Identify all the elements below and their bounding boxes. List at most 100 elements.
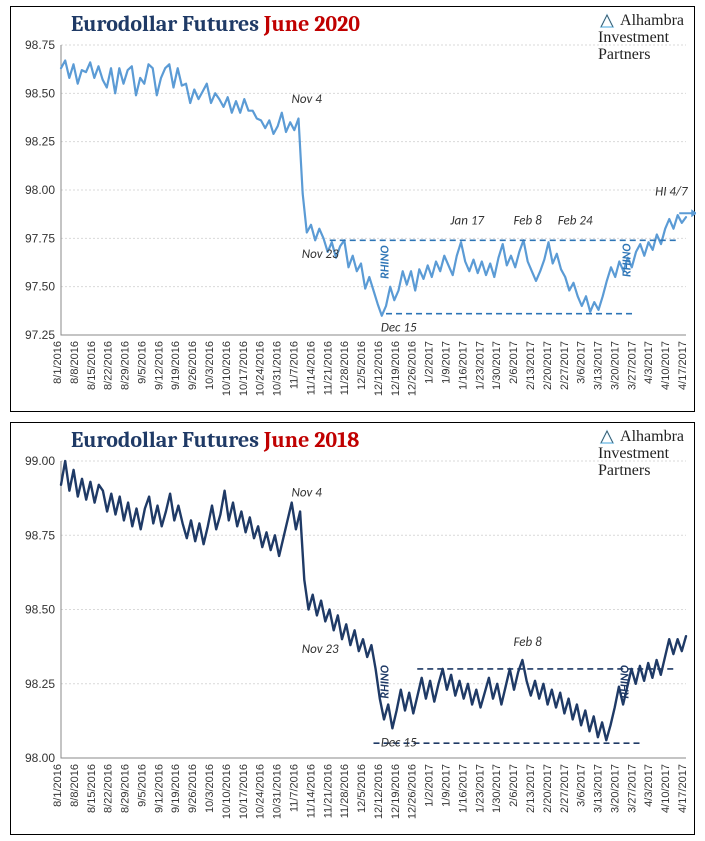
x-tick: 9/26/2016 (187, 341, 199, 390)
x-tick: 10/24/2016 (255, 764, 267, 819)
y-tick-label: 98.75 (25, 38, 55, 52)
x-tick: 10/10/2016 (221, 341, 233, 396)
x-tick-label: 3/6/2017 (576, 341, 588, 384)
x-tick: 1/30/2017 (491, 341, 503, 390)
x-tick: 12/12/2016 (373, 341, 385, 396)
x-tick: 8/22/2016 (103, 764, 115, 813)
x-tick: 4/17/2017 (677, 341, 689, 390)
x-tick-label: 11/7/2016 (288, 764, 300, 812)
chart-annotation: Feb 8 (514, 635, 543, 650)
page: { "layout": { "width": 705, "height": 84… (0, 0, 705, 841)
x-tick: 4/3/2017 (643, 764, 655, 807)
x-tick-label: 11/21/2016 (322, 764, 334, 818)
x-tick: 11/7/2016 (288, 764, 300, 812)
x-tick: 2/6/2017 (508, 341, 520, 384)
x-tick: 11/14/2016 (305, 764, 317, 818)
x-tick-label: 3/6/2017 (576, 764, 588, 807)
x-tick: 10/31/2016 (272, 764, 284, 819)
x-tick: 11/28/2016 (339, 764, 351, 818)
x-tick-label: 8/15/2016 (86, 341, 98, 390)
x-tick: 8/15/2016 (86, 341, 98, 390)
x-tick: 8/22/2016 (103, 341, 115, 390)
grid (61, 461, 686, 758)
x-tick: 10/10/2016 (221, 764, 233, 819)
x-tick-label: 9/12/2016 (153, 341, 165, 390)
x-tick: 2/13/2017 (525, 764, 537, 813)
x-tick: 3/27/2017 (626, 341, 638, 390)
x-tick: 9/5/2016 (136, 341, 148, 384)
chart-svg: 98.0098.2598.5098.7599.008/1/20168/8/201… (11, 423, 696, 836)
y-tick-label: 98.50 (25, 603, 55, 617)
chart-annotation: Dec 15 (381, 321, 417, 336)
x-tick-label: 8/8/2016 (69, 764, 81, 807)
x-tick: 3/6/2017 (576, 764, 588, 807)
x-tick: 8/1/2016 (52, 341, 64, 384)
x-tick: 1/2/2017 (424, 764, 436, 807)
chart-annotation: Nov 23 (302, 247, 339, 262)
x-tick-label: 11/7/2016 (288, 341, 300, 389)
x-tick-label: 3/13/2017 (593, 764, 605, 813)
x-tick-label: 8/1/2016 (52, 764, 64, 807)
x-tick-label: 12/12/2016 (373, 341, 385, 396)
x-tick: 10/24/2016 (255, 341, 267, 396)
rhino-label: RHINO (379, 246, 393, 279)
chart-annotation: Dec 15 (381, 735, 417, 750)
x-tick: 12/26/2016 (407, 764, 419, 819)
chart-annotation: Jan 17 (449, 214, 484, 229)
x-tick-label: 9/12/2016 (153, 764, 165, 813)
x-tick-label: 9/5/2016 (136, 341, 148, 384)
x-tick-label: 11/14/2016 (305, 764, 317, 818)
x-tick-label: 3/13/2017 (593, 341, 605, 390)
x-tick-label: 4/17/2017 (677, 764, 689, 813)
x-tick: 10/3/2016 (204, 341, 216, 390)
x-tick: 1/16/2017 (457, 764, 469, 813)
chart-annotation-vertical: RHINO (620, 244, 634, 277)
rhino-label: RHINO (620, 244, 634, 277)
x-tick: 4/17/2017 (677, 764, 689, 813)
x-tick: 11/21/2016 (322, 764, 334, 818)
x-tick-label: 8/1/2016 (52, 341, 64, 384)
x-tick-label: 3/20/2017 (609, 341, 621, 390)
x-tick: 3/20/2017 (609, 764, 621, 813)
x-tick-label: 10/17/2016 (238, 341, 250, 396)
x-tick-label: 2/6/2017 (508, 341, 520, 384)
y-tick-label: 98.00 (25, 183, 55, 197)
x-tick-label: 9/26/2016 (187, 341, 199, 390)
x-tick: 9/5/2016 (136, 764, 148, 807)
x-tick: 3/20/2017 (609, 341, 621, 390)
x-tick: 2/27/2017 (559, 341, 571, 390)
x-tick-label: 10/3/2016 (204, 341, 216, 390)
x-tick: 1/9/2017 (441, 341, 453, 384)
y-tick-label: 97.75 (25, 231, 55, 245)
x-tick: 8/15/2016 (86, 764, 98, 813)
x-tick: 4/10/2017 (660, 341, 672, 390)
chart-annotation-vertical: RHINO (379, 665, 393, 698)
x-tick-label: 2/20/2017 (542, 341, 554, 390)
y-tick-label: 97.50 (25, 280, 55, 294)
x-tick-label: 8/15/2016 (86, 764, 98, 813)
x-tick-label: 8/22/2016 (103, 764, 115, 813)
chart-annotation: Feb 8 (514, 214, 543, 229)
x-tick: 1/9/2017 (441, 764, 453, 807)
x-tick-label: 3/27/2017 (626, 341, 638, 390)
x-tick: 11/7/2016 (288, 341, 300, 389)
x-tick-label: 1/16/2017 (457, 764, 469, 813)
x-tick-label: 10/10/2016 (221, 341, 233, 396)
chart-annotation: Feb 24 (558, 214, 593, 229)
y-tick-label: 98.50 (25, 86, 55, 100)
x-tick: 8/29/2016 (120, 764, 132, 813)
x-tick-label: 12/26/2016 (407, 341, 419, 396)
x-tick: 10/3/2016 (204, 764, 216, 813)
y-tick-label: 99.00 (25, 454, 55, 468)
chart-june-2018: Eurodollar Futures June 2018AlhambraInve… (10, 422, 695, 835)
x-tick: 3/6/2017 (576, 341, 588, 384)
x-tick: 9/26/2016 (187, 764, 199, 813)
x-tick-label: 10/10/2016 (221, 764, 233, 819)
chart-annotation: Nov 4 (291, 486, 322, 501)
x-tick-label: 10/3/2016 (204, 764, 216, 813)
y-tick-label: 97.25 (25, 328, 55, 342)
y-tick-label: 98.25 (25, 677, 55, 691)
y-tick-label: 98.25 (25, 135, 55, 149)
x-tick-label: 9/19/2016 (170, 341, 182, 390)
y-tick-label: 98.75 (25, 528, 55, 542)
